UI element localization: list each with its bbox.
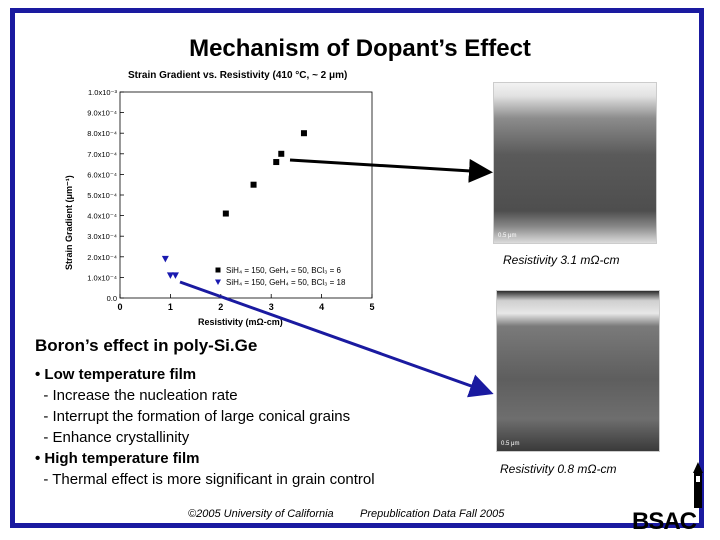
arrow-to-top-image bbox=[289, 158, 493, 183]
y-tick-label: 0.0 bbox=[107, 294, 117, 303]
y-tick-label: 4.0x10⁻⁴ bbox=[87, 212, 117, 221]
y-tick-label: 6.0x10⁻⁴ bbox=[87, 170, 117, 179]
tem-image-high-temp: 0.5 μm bbox=[496, 290, 660, 452]
x-tick-label: 5 bbox=[369, 302, 374, 312]
chart-x-axis-label: Resistivity (mΩ-cm) bbox=[198, 317, 283, 327]
sub-bullet-conical-grains: - Interrupt the formation of large conic… bbox=[35, 408, 351, 425]
slide-frame bbox=[10, 8, 704, 528]
y-tick-label: 8.0x10⁻⁴ bbox=[87, 129, 117, 138]
chart-title: Strain Gradient vs. Resistivity (410 °C,… bbox=[128, 70, 347, 81]
y-tick-label: 3.0x10⁻⁴ bbox=[87, 232, 117, 241]
y-tick-label: 5.0x10⁻⁴ bbox=[87, 191, 117, 200]
arrow-to-bottom-image bbox=[179, 280, 494, 398]
x-tick-label: 2 bbox=[218, 302, 223, 312]
bullet-high-temp: • High temperature film bbox=[35, 450, 200, 467]
legend-marker-square bbox=[215, 267, 221, 273]
data-point-square bbox=[250, 181, 257, 188]
resistivity-top-label: Resistivity 3.1 mΩ-cm bbox=[503, 253, 620, 267]
slide-title: Mechanism of Dopant’s Effect bbox=[189, 35, 531, 62]
y-tick-label: 9.0x10⁻⁴ bbox=[87, 109, 117, 118]
tem-image-low-temp: 0.5 μm bbox=[493, 82, 657, 244]
chart-y-axis-label: Strain Gradient (μm⁻¹) bbox=[64, 175, 74, 270]
y-tick-label: 2.0x10⁻⁴ bbox=[87, 253, 117, 262]
data-point-square bbox=[300, 130, 307, 137]
bullet-list: Boron’s effect in poly-Si.Ge • Low tempe… bbox=[35, 336, 495, 490]
data-point-square bbox=[273, 159, 280, 166]
x-tick-label: 3 bbox=[269, 302, 274, 312]
x-tick-label: 4 bbox=[319, 302, 324, 312]
y-tick-label: 1.0x10⁻⁴ bbox=[87, 273, 117, 282]
data-point-square bbox=[222, 210, 229, 217]
data-point-square bbox=[278, 150, 285, 157]
legend-entry: SiH₄ = 150, GeH₄ = 50, BCl₃ = 18 bbox=[226, 278, 346, 287]
footer-copyright: ©2005 University of California bbox=[188, 508, 334, 520]
footer-prepublication: Prepublication Data Fall 2005 bbox=[360, 508, 505, 520]
tem-scale-label-2: 0.5 μm bbox=[501, 441, 520, 447]
x-tick-label: 0 bbox=[117, 302, 122, 312]
sub-bullet-thermal-effect: - Thermal effect is more significant in … bbox=[35, 471, 375, 488]
campanile-icon bbox=[693, 462, 703, 508]
resistivity-bottom-label: Resistivity 0.8 mΩ-cm bbox=[500, 462, 617, 476]
bullet-low-temp: • Low temperature film bbox=[35, 366, 197, 383]
tem-scale-label: 0.5 μm bbox=[498, 233, 517, 239]
sub-bullet-nucleation: - Increase the nucleation rate bbox=[35, 387, 238, 404]
y-tick-label: 1.0x10⁻³ bbox=[88, 88, 117, 97]
sub-bullet-crystallinity: - Enhance crystallinity bbox=[35, 429, 190, 446]
bsac-logo: BSAC bbox=[632, 508, 697, 535]
section-heading: Boron’s effect in poly-Si.Ge bbox=[35, 336, 258, 355]
y-tick-label: 7.0x10⁻⁴ bbox=[87, 150, 117, 159]
data-point-triangle bbox=[171, 272, 179, 279]
legend-marker-triangle bbox=[215, 279, 221, 285]
legend-entry: SiH₄ = 150, GeH₄ = 50, BCl₃ = 6 bbox=[226, 266, 342, 275]
strain-gradient-chart: Strain Gradient vs. Resistivity (410 °C,… bbox=[64, 70, 375, 327]
data-point-triangle bbox=[166, 272, 174, 279]
data-point-triangle bbox=[161, 255, 169, 263]
x-tick-label: 1 bbox=[168, 302, 173, 312]
